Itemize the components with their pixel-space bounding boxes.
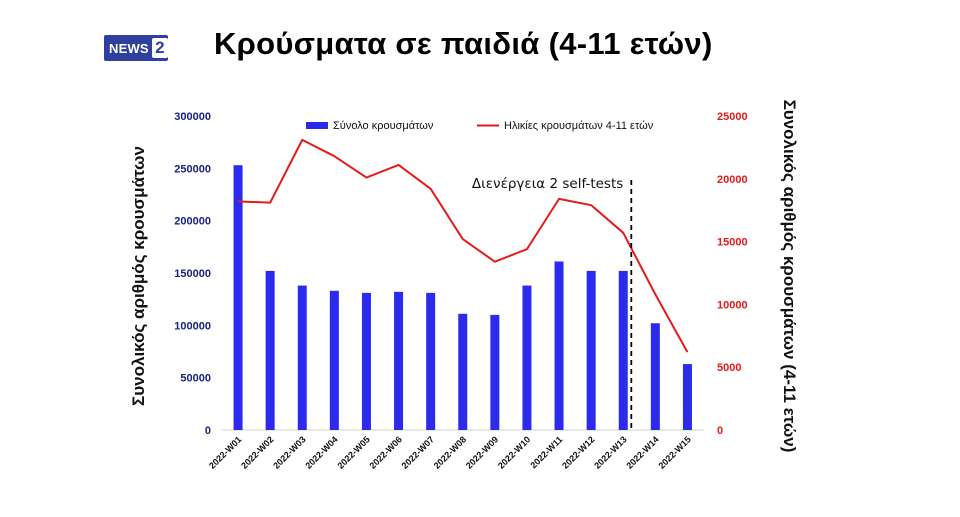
logo-text: NEWS (109, 40, 149, 56)
bar (554, 261, 564, 430)
x-tick-label: 2022-W09 (464, 434, 500, 470)
x-tick-label: 2022-W10 (496, 434, 532, 470)
x-tick-label: 2022-W01 (207, 434, 243, 470)
left-tick-label: 150000 (174, 268, 211, 280)
annotation-text: Διενέργεια 2 self-tests (472, 176, 623, 192)
bar (394, 291, 404, 430)
right-tick-label: 15000 (717, 237, 748, 249)
bar (265, 270, 275, 430)
legend-bar-swatch (306, 122, 328, 129)
left-tick-label: 300000 (174, 111, 211, 123)
legend-line-label: Ηλικίες κρουσμάτων 4-11 ετών (504, 120, 654, 132)
left-tick-label: 250000 (174, 163, 211, 175)
legend-bar-label: Σύνολο κρουσμάτων (333, 120, 434, 132)
left-tick-label: 200000 (174, 216, 211, 228)
chart-title: Κρούσματα σε παιδιά (4-11 ετών) (214, 26, 713, 61)
bar (650, 323, 660, 430)
bar (586, 270, 596, 430)
right-tick-label: 0 (717, 425, 723, 437)
logo-number: 2 (151, 38, 168, 58)
left-tick-label: 50000 (180, 373, 211, 385)
x-tick-label: 2022-W15 (656, 434, 692, 470)
x-tick-label: 2022-W04 (303, 434, 339, 470)
line-series (238, 138, 689, 353)
left-tick-label: 0 (205, 425, 211, 437)
x-tick-label: 2022-W02 (239, 434, 275, 470)
bar (458, 313, 468, 430)
bar (233, 165, 243, 430)
right-tick-label: 20000 (717, 174, 748, 186)
bar (522, 285, 532, 430)
right-tick-label: 10000 (717, 299, 748, 311)
x-tick-label: 2022-W03 (271, 434, 307, 470)
bar (329, 290, 339, 430)
left-tick-label: 100000 (174, 320, 211, 332)
x-tick-label: 2022-W07 (400, 434, 436, 470)
bar (618, 270, 628, 430)
x-tick-label: 2022-W08 (432, 434, 468, 470)
x-tick-label: 2022-W05 (335, 434, 371, 470)
bar (361, 292, 371, 430)
x-tick-label: 2022-W14 (624, 434, 660, 470)
bar (682, 364, 692, 430)
bar (490, 314, 500, 430)
bar (426, 292, 436, 430)
news2-logo: NEWS 2 (104, 35, 168, 61)
x-tick-label: 2022-W06 (368, 434, 404, 470)
right-tick-label: 5000 (717, 362, 741, 374)
x-tick-label: 2022-W13 (592, 434, 628, 470)
right-tick-label: 25000 (717, 111, 748, 123)
x-tick-label: 2022-W11 (528, 434, 564, 470)
x-tick-label: 2022-W12 (560, 434, 596, 470)
bar (297, 285, 307, 430)
